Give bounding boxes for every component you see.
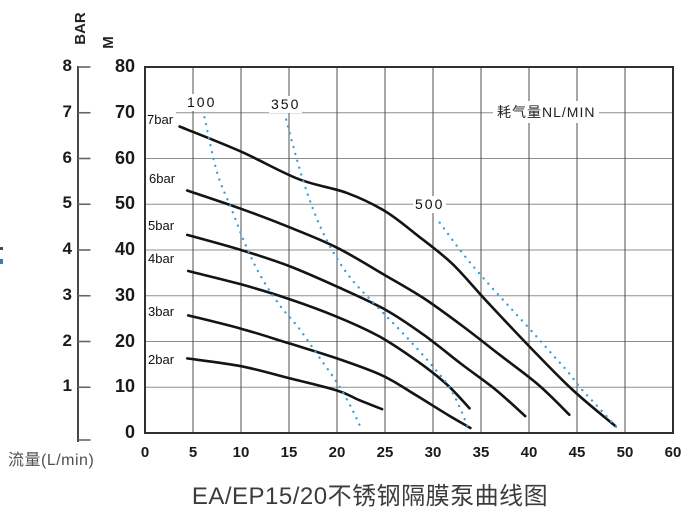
plot-border xyxy=(144,66,674,434)
bar-tick-label-2: 2 xyxy=(62,330,72,350)
air-curve-100 xyxy=(203,116,363,430)
bar-tick-label-8: 8 xyxy=(62,56,72,75)
bar-tick-label-6: 6 xyxy=(62,147,72,167)
x-axis-title: 流量(L/min) xyxy=(8,452,95,469)
curve-7bar xyxy=(178,125,617,428)
x-tick-label-15: 15 xyxy=(280,444,298,461)
x-tick-label-45: 45 xyxy=(568,444,586,461)
x-tick-label-25: 25 xyxy=(376,444,394,461)
x-tick-label-20: 20 xyxy=(328,444,346,461)
x-tick-label-5: 5 xyxy=(188,444,198,461)
m-tick-label-40: 40 xyxy=(114,239,135,259)
curve-6bar xyxy=(185,189,571,416)
x-tick-label-50: 50 xyxy=(616,444,634,461)
curve-label-5bar: 5bar xyxy=(147,218,178,234)
m-tick-label-70: 70 xyxy=(114,101,135,122)
air-curve-label-100: 100 xyxy=(185,94,219,111)
curve-3bar xyxy=(186,314,472,430)
curve-label-6bar: 6bar xyxy=(148,171,179,187)
x-tick-label-40: 40 xyxy=(520,444,538,461)
bar-tick-label-5: 5 xyxy=(62,193,72,213)
m-axis-title: M xyxy=(99,36,117,49)
bar-tick-label-3: 3 xyxy=(62,284,72,304)
x-tick-label-0: 0 xyxy=(140,444,150,461)
clipped-text-fragment xyxy=(0,259,3,264)
m-tick-label-10: 10 xyxy=(114,376,135,397)
chart-title: EA/EP15/20不锈钢隔膜泵曲线图 xyxy=(191,483,549,510)
x-tick-label-35: 35 xyxy=(472,444,490,461)
bar-tick-label-7: 7 xyxy=(62,101,72,121)
m-tick-label-60: 60 xyxy=(114,147,135,168)
curve-4bar xyxy=(186,269,471,410)
bar-tick-label-1: 1 xyxy=(62,376,72,396)
clipped-text-fragment xyxy=(0,247,3,250)
air-curve-label-500: 500 xyxy=(413,196,447,213)
bar-axis-title: BAR xyxy=(71,12,89,45)
air-curve-500 xyxy=(438,221,619,430)
m-tick-label-80: 80 xyxy=(114,56,135,76)
air-consumption-legend: 耗气量NL/MIN xyxy=(493,101,600,123)
x-tick-label-10: 10 xyxy=(232,444,250,461)
curve-label-3bar: 3bar xyxy=(147,304,178,320)
curve-label-7bar: 7bar xyxy=(146,112,177,128)
bar-tick-label-4: 4 xyxy=(62,239,72,258)
m-tick-label-20: 20 xyxy=(114,330,135,351)
curve-label-4bar: 4bar xyxy=(147,251,178,267)
curve-2bar xyxy=(185,357,384,411)
x-tick-label-30: 30 xyxy=(424,444,442,461)
x-tick-label-edge: 60 xyxy=(664,444,682,461)
air-curve-label-350: 350 xyxy=(269,96,303,113)
m-tick-label-0: 0 xyxy=(124,422,135,442)
m-tick-label-50: 50 xyxy=(114,193,135,214)
m-tick-label-30: 30 xyxy=(114,284,135,305)
curve-5bar xyxy=(185,233,527,418)
air-curve-350 xyxy=(284,118,470,430)
curve-label-2bar: 2bar xyxy=(147,352,178,368)
